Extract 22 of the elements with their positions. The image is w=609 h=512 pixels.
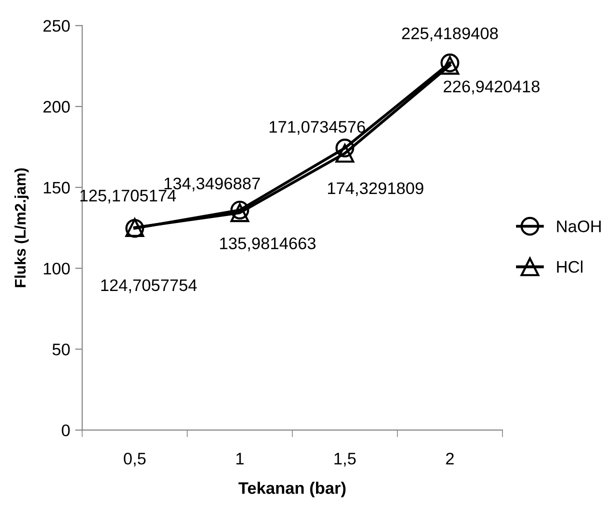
- data-label: 171,0734576: [270, 120, 365, 135]
- y-axis-title: Fluks (L/m2.jam): [14, 168, 29, 288]
- data-label: 135,9814663: [220, 237, 316, 252]
- y-tick-label: 150: [44, 182, 70, 194]
- data-label: 125,1705174: [80, 190, 176, 204]
- x-tick-label: 2: [446, 452, 454, 464]
- y-tick-label: 0: [62, 424, 70, 436]
- data-label: 134,3496887: [164, 178, 260, 192]
- x-tick-label: 0,5: [124, 452, 146, 467]
- x-axis-title: Tekanan (bar): [238, 482, 346, 498]
- x-tick-label: 1,5: [334, 452, 356, 467]
- legend-label: HCl: [557, 260, 582, 273]
- y-tick-label: 100: [44, 262, 70, 274]
- y-tick-label: 250: [43, 20, 70, 32]
- data-label: 124,7057754: [101, 279, 197, 294]
- legend-label: NaOH: [557, 220, 601, 232]
- y-tick-label: 200: [43, 100, 70, 113]
- y-tick-label: 50: [52, 344, 70, 356]
- data-label: 225,4189408: [402, 27, 498, 42]
- data-label: 174,3291809: [328, 182, 424, 196]
- x-tick-label: 1: [236, 452, 244, 464]
- data-label: 226,9420418: [444, 80, 540, 94]
